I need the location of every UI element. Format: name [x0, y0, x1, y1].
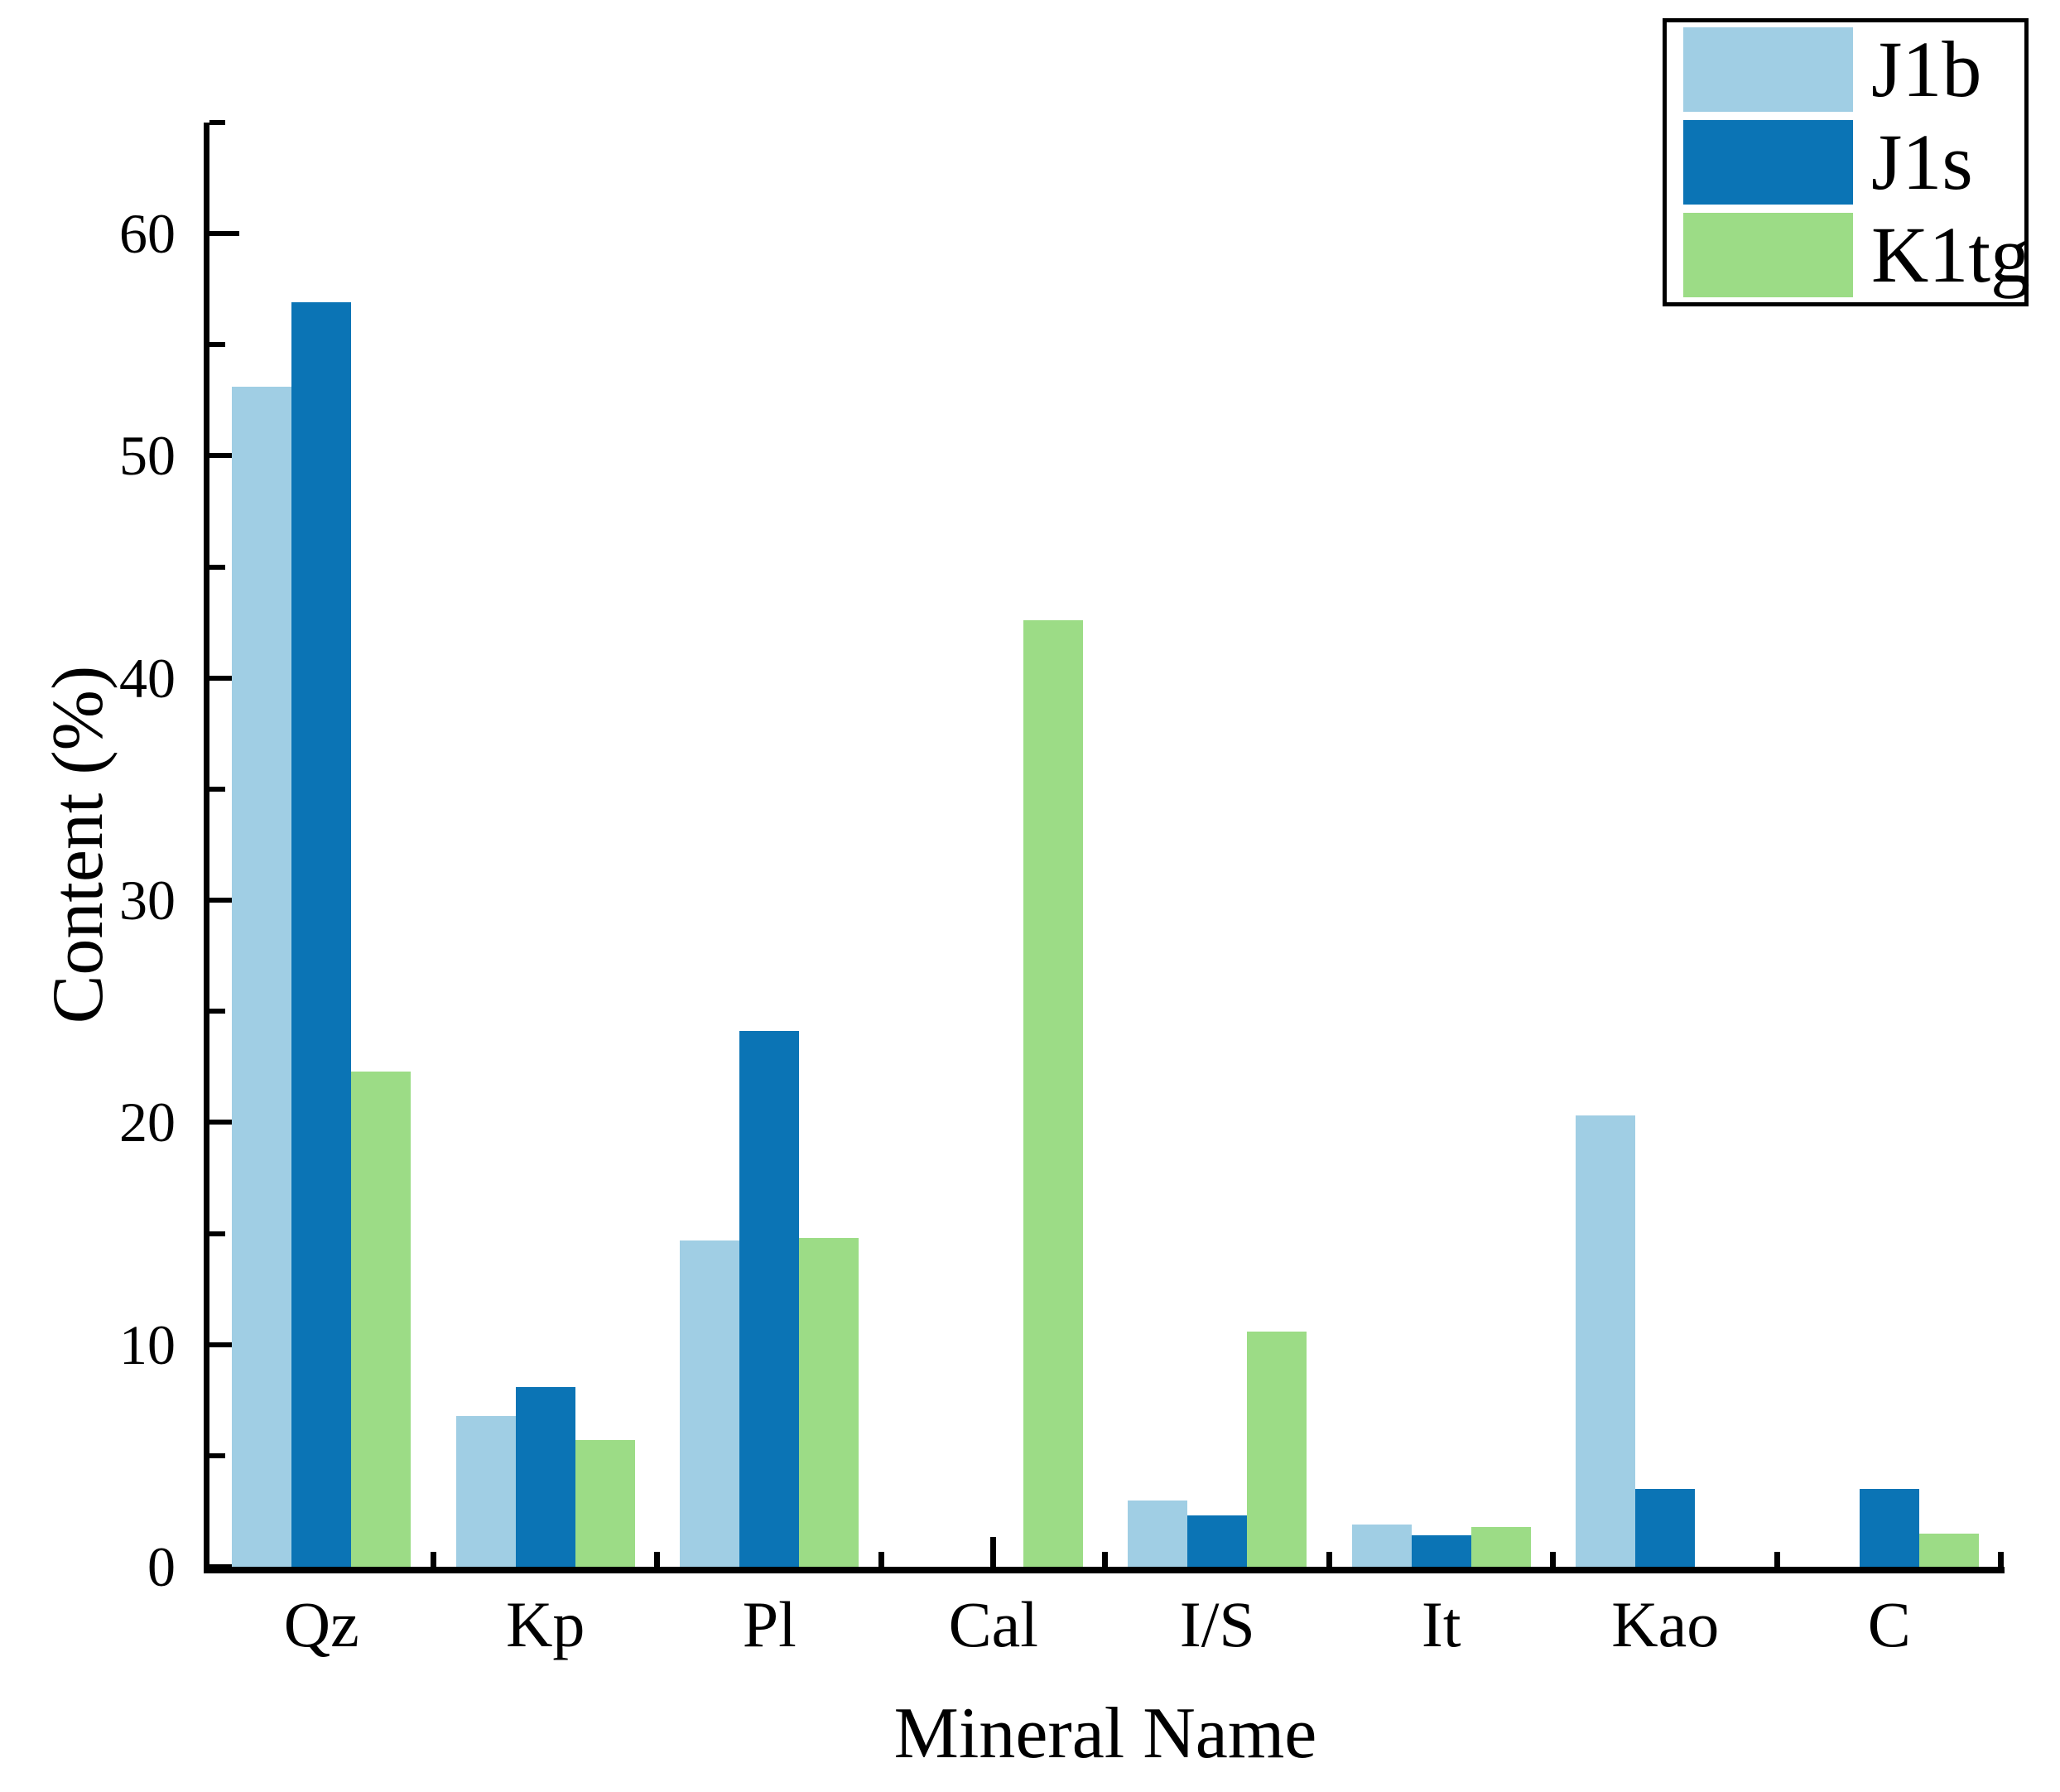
bar [1470, 1526, 1531, 1567]
bar [1128, 1500, 1188, 1567]
y-major-tick [209, 453, 239, 459]
bar [515, 1386, 575, 1567]
y-minor-tick [209, 342, 225, 348]
bar [351, 1071, 412, 1567]
legend-item-label: J1s [1871, 118, 1973, 206]
y-tick-label: 60 [119, 202, 176, 266]
bar [799, 1237, 859, 1567]
y-tick-label: 50 [119, 424, 176, 488]
bar [680, 1240, 740, 1567]
x-minor-tick [1326, 1552, 1332, 1567]
x-minor-tick [1102, 1552, 1108, 1567]
bar [739, 1031, 800, 1567]
legend-swatch [1683, 213, 1853, 297]
legend-swatch [1683, 27, 1853, 112]
y-major-tick [209, 675, 239, 681]
bar [455, 1415, 516, 1567]
y-tick-label: 20 [119, 1091, 176, 1154]
x-minor-tick [1550, 1552, 1556, 1567]
legend-swatch [1683, 120, 1853, 205]
y-axis-line [204, 123, 209, 1573]
bar [1411, 1535, 1471, 1567]
y-minor-tick [209, 1009, 225, 1014]
y-tick-label: 10 [119, 1313, 176, 1376]
legend-item: J1b [1683, 27, 2024, 112]
bar [575, 1440, 635, 1567]
bar [1351, 1525, 1412, 1567]
category-label: It [1421, 1588, 1461, 1660]
y-minor-tick [209, 786, 225, 792]
category-label: Pl [742, 1588, 797, 1660]
legend-item: J1s [1683, 120, 2024, 205]
bar [1576, 1115, 1636, 1567]
x-minor-tick [1998, 1552, 2004, 1567]
x-axis-title: Mineral Name [893, 1693, 1317, 1774]
category-label: Qz [283, 1588, 359, 1660]
legend-item-label: J1b [1871, 25, 1982, 113]
y-major-tick [209, 1342, 239, 1347]
legend: J1b J1s K1tg [1663, 18, 2030, 306]
y-minor-tick [209, 1231, 225, 1236]
y-tick-label: 0 [147, 1535, 176, 1598]
bar [1187, 1515, 1248, 1567]
category-label: C [1867, 1588, 1911, 1660]
bar [1247, 1331, 1307, 1567]
bar [1918, 1533, 1979, 1567]
y-axis-title: Content (%) [38, 665, 118, 1024]
category-label: Cal [948, 1588, 1038, 1660]
bar [1859, 1489, 1919, 1567]
x-minor-tick [878, 1552, 884, 1567]
y-minor-tick [209, 1452, 225, 1458]
bar [232, 387, 292, 1567]
y-tick-label: 40 [119, 646, 176, 710]
bar [1635, 1489, 1696, 1567]
y-minor-tick [209, 120, 225, 125]
y-major-tick [209, 231, 239, 237]
legend-item: K1tg [1683, 213, 2030, 297]
category-label: Kao [1611, 1588, 1720, 1660]
bar [291, 302, 352, 1567]
x-minor-tick [1774, 1552, 1780, 1567]
legend-item-label: K1tg [1871, 210, 2030, 299]
category-label: I/S [1179, 1588, 1255, 1660]
y-minor-tick [209, 564, 225, 570]
y-major-tick [209, 1120, 239, 1125]
y-tick-label: 30 [119, 869, 176, 932]
x-minor-tick [430, 1552, 436, 1567]
y-major-tick [209, 1564, 239, 1569]
category-label: Kp [506, 1588, 585, 1660]
y-major-tick [209, 898, 239, 903]
x-major-tick [989, 1537, 996, 1567]
x-minor-tick [654, 1552, 660, 1567]
bar [1023, 620, 1083, 1567]
x-axis-line [204, 1567, 2005, 1573]
